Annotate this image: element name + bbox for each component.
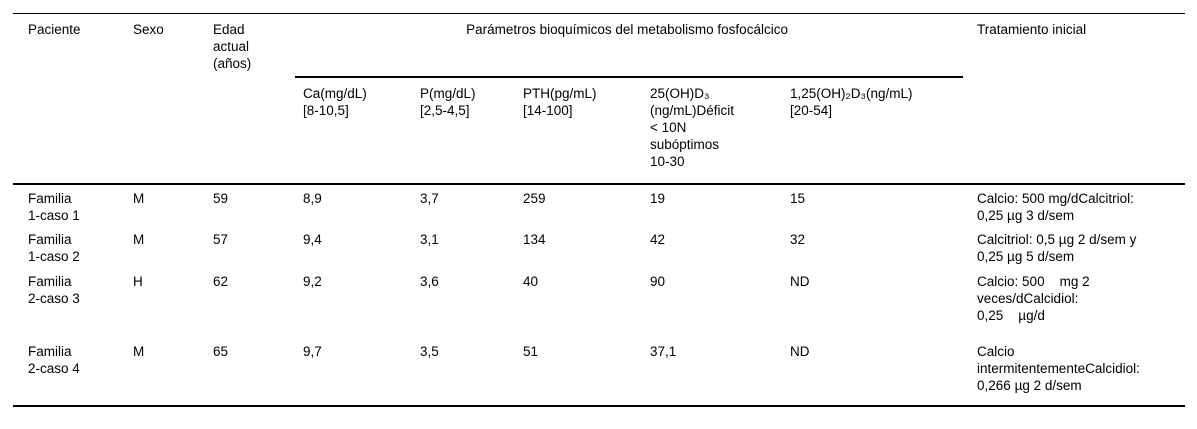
table-row: Familia 2-caso 4 M 65 9,7 3,5 51 37,1 ND… <box>13 338 1185 406</box>
cell-ca: 9,2 <box>303 273 322 289</box>
patients-biochemistry-table: Paciente Sexo Edad actual (años) Parámet… <box>13 13 1186 407</box>
cell-ca: 9,7 <box>303 343 322 359</box>
cell-p: 3,7 <box>412 182 515 226</box>
cell-p: 3,1 <box>420 231 439 247</box>
table-row: Familia 1-caso 2 M 57 9,4 3,1 134 42 32 … <box>13 226 1185 268</box>
col-header-tratamiento: Tratamiento inicial <box>977 22 1087 37</box>
cell-pth: 134 <box>523 231 546 247</box>
cell-paciente: Familia 1-caso 1 <box>13 182 133 226</box>
cell-25ohd3: 37,1 <box>650 343 677 359</box>
cell-tratamiento: Calcitriol: 0,5 µg 2 d/sem y 0,25 µg 5 d… <box>977 231 1137 264</box>
cell-sexo: M <box>133 182 213 226</box>
col-header-125ohd3: 1,25(OH)₂D₃(ng/mL) [20-54] <box>790 85 913 118</box>
cell-sexo: H <box>133 273 143 289</box>
table-row: Familia 2-caso 3 H 62 9,2 3,6 40 90 ND C… <box>13 268 1185 338</box>
col-header-25ohd3: 25(OH)D₃ (ng/mL)Déficit < 10N subóptimos… <box>650 85 735 169</box>
col-header-paciente: Paciente <box>28 22 81 37</box>
cell-tratamiento: Calcio: 500 mg/dCalcitriol: 0,25 µg 3 d/… <box>963 182 1186 226</box>
cell-paciente: Familia 2-caso 4 <box>28 343 80 376</box>
cell-25ohd3: 19 <box>642 182 782 226</box>
cell-ca: 8,9 <box>295 182 412 226</box>
cell-pth: 40 <box>523 273 539 289</box>
cell-25ohd3: 42 <box>650 231 666 247</box>
col-header-pth: PTH(pg/mL) [14-100] <box>523 85 597 118</box>
cell-sexo: M <box>133 343 145 359</box>
cell-paciente: Familia 2-caso 3 <box>28 273 80 306</box>
cell-ca: 9,4 <box>303 231 322 247</box>
cell-tratamiento: Calcio intermitentementeCalcidiol: 0,266… <box>977 343 1140 393</box>
cell-edad: 59 <box>213 182 295 226</box>
col-header-p: P(mg/dL) [2,5-4,5] <box>420 85 476 118</box>
cell-25ohd3: 90 <box>650 273 666 289</box>
col-header-ca: Ca(mg/dL) [8-10,5] <box>303 85 367 118</box>
cell-edad: 65 <box>213 343 229 359</box>
cell-pth: 259 <box>515 182 642 226</box>
cell-paciente: Familia 1-caso 2 <box>28 231 80 264</box>
cell-125ohd3: 32 <box>790 231 806 247</box>
table-row: Familia 1-caso 1 M 59 8,9 3,7 259 19 15 … <box>13 182 1186 226</box>
cell-edad: 57 <box>213 231 229 247</box>
cell-sexo: M <box>133 231 145 247</box>
cell-tratamiento: Calcio: 500 mg 2 veces/dCalcidiol: 0,25 … <box>977 273 1090 323</box>
cell-125ohd3: ND <box>790 273 810 289</box>
cell-125ohd3: ND <box>790 343 810 359</box>
cell-p: 3,5 <box>420 343 439 359</box>
col-header-edad: Edad actual (años) <box>213 22 252 71</box>
col-group-header-parametros: Parámetros bioquímicos del metabolismo f… <box>295 13 964 78</box>
cell-p: 3,6 <box>420 273 439 289</box>
cell-125ohd3: 15 <box>782 182 964 226</box>
cell-pth: 51 <box>523 343 539 359</box>
col-header-sexo: Sexo <box>133 22 164 37</box>
cell-edad: 62 <box>213 273 229 289</box>
